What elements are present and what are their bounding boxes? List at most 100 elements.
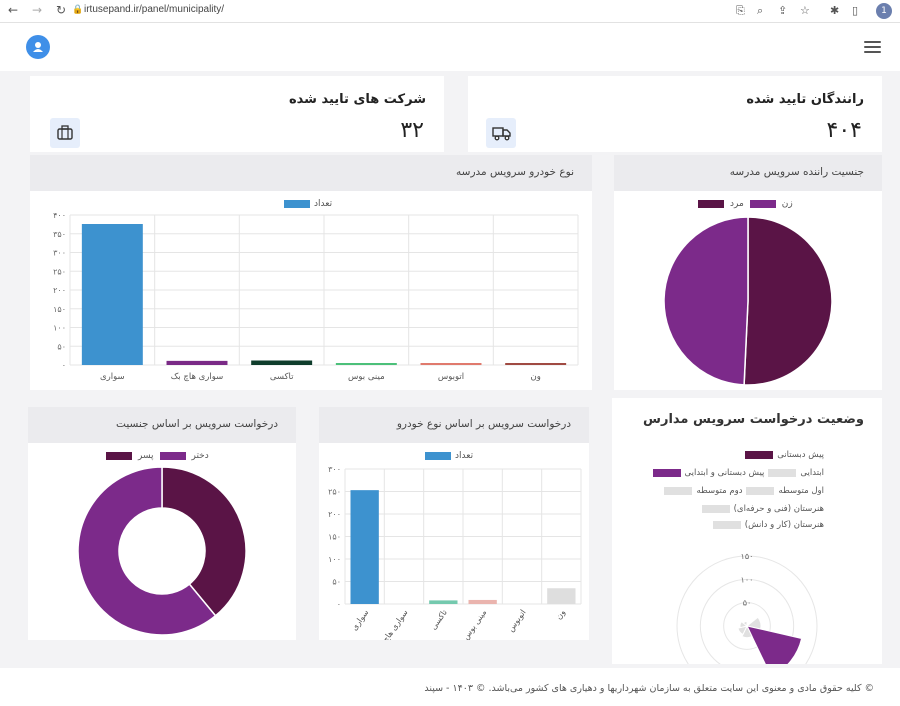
r-tick-label: ۵۰ [743, 599, 752, 608]
stat-card-companies: شرکت های تایید شده ۳۲ [30, 76, 444, 152]
bar [547, 588, 576, 604]
legend-label: هنرستان (فنی و حرفه‌ای) [733, 504, 824, 514]
driver-gender-pie-chart [663, 216, 833, 386]
bar [505, 363, 567, 365]
panel-header: جنسیت راننده سرویس مدرسه [614, 155, 882, 191]
panel-title: درخواست سرویس بر اساس نوع خودرو [396, 418, 571, 430]
legend-label: پیش دبستانی [777, 450, 824, 460]
reload-icon[interactable]: ↻ [56, 3, 67, 17]
legend-label: دوم متوسطه [696, 486, 743, 496]
legend-label: زن [781, 199, 793, 209]
y-tick-label: ۵۰ [57, 342, 66, 351]
panel-title: نوع خودرو سرویس مدرسه [456, 166, 574, 178]
legend-swatch [159, 452, 186, 460]
chart-legend: تعداد [284, 199, 332, 209]
legend-swatch [749, 200, 776, 208]
polar-slice [746, 625, 803, 664]
legend-label: پیش دبستانی و ابتدایی [684, 468, 765, 478]
forward-icon[interactable]: → [32, 3, 43, 17]
y-tick-label: ۲۰۰ [53, 286, 66, 295]
y-tick-label: ۲۰۰ [328, 510, 341, 519]
pie-slice [161, 466, 247, 617]
legend-swatch [746, 487, 775, 495]
stat-card-drivers: رانندگان تایید شده ۴۰۴ [468, 76, 882, 152]
legend-swatch [745, 451, 774, 459]
legend-swatch [652, 469, 681, 477]
y-tick-label: ۱۵۰ [53, 305, 66, 314]
bar [420, 363, 482, 365]
chart-legend: دختر پسر [106, 451, 209, 461]
y-tick-label: ۱۰۰ [328, 555, 341, 564]
address-bar[interactable]: irtusepand.ir/panel/municipality/ [84, 4, 225, 15]
zoom-icon[interactable]: ⌕ [757, 4, 764, 17]
driver-gender-panel: جنسیت راننده سرویس مدرسه زن مرد [614, 155, 882, 390]
x-tick-label: تاکسی [270, 372, 294, 382]
panel-title: جنسیت راننده سرویس مدرسه [729, 166, 864, 178]
polar-ring [676, 555, 818, 664]
panel-title: درخواست سرویس بر اساس جنسیت [116, 418, 278, 430]
bar [335, 363, 397, 365]
translate-icon[interactable]: ⎘ [736, 4, 745, 17]
chart-legend: تعداد [425, 451, 473, 461]
x-tick-label: اتوبوس [438, 372, 464, 382]
y-tick-label: ۳۵۰ [53, 230, 66, 239]
bar [429, 600, 458, 604]
vehicle-type-panel: نوع خودرو سرویس مدرسه تعداد ۰ ۵۰ ۱۰۰ ۱۵۰ ۲۰۰… [30, 155, 592, 390]
bar [468, 599, 497, 604]
bar [251, 360, 313, 365]
menu-icon[interactable] [864, 41, 881, 54]
bar [350, 490, 379, 604]
y-tick-label: ۲۵۰ [328, 488, 341, 497]
x-tick-label: مینی بوس [461, 608, 488, 640]
x-tick-label: سواری هاچ بک [374, 608, 410, 640]
stat-title: رانندگان تایید شده [746, 92, 864, 107]
y-tick-label: ۵۰ [332, 578, 341, 587]
polar-legend-row: هنرستان (کار و دانش) [712, 520, 824, 530]
legend-swatch [712, 521, 741, 529]
stat-value: ۳۲ [400, 118, 424, 143]
legend-swatch [106, 452, 132, 460]
bar [166, 360, 228, 365]
y-tick-label: ۰ [62, 361, 66, 370]
legend-swatch [698, 200, 724, 208]
x-tick-label: تاکسی [429, 608, 449, 631]
back-icon[interactable]: ← [8, 3, 19, 17]
vehicle-requests-bar-chart: ۰ ۵۰ ۱۰۰ ۱۵۰ ۲۰۰ ۲۵۰ ۳۰۰ سواری سواری هاچ بک تاکسی… [328, 465, 582, 640]
y-tick-label: ۱۰۰ [53, 324, 66, 333]
legend-label: مرد [730, 199, 744, 209]
bookmark-star-icon[interactable]: ☆ [800, 4, 810, 17]
briefcase-icon [50, 118, 80, 148]
side-panel-icon[interactable]: ▯ [852, 4, 859, 17]
vehicle-requests-panel: درخواست سرویس بر اساس نوع خودرو تعداد ۰ ۵… [319, 407, 589, 640]
profile-badge[interactable]: 1 [876, 3, 892, 19]
polar-slice [737, 625, 748, 636]
share-icon[interactable]: ⇪ [778, 4, 788, 17]
pie-slice [743, 216, 833, 386]
legend-label: تعداد [314, 199, 333, 209]
legend-swatch [425, 452, 451, 460]
y-tick-label: ۲۵۰ [53, 267, 66, 276]
school-status-panel: وضعیت درخواست سرویس مدارس پیش دبستانی ابت… [612, 398, 882, 664]
x-tick-label: سواری هاچ بک [171, 372, 224, 382]
polar-ring [699, 578, 795, 664]
browser-toolbar: ← → ↻ 🔒 irtusepand.ir/panel/municipality… [0, 0, 900, 23]
panel-header: نوع خودرو سرویس مدرسه [30, 155, 592, 191]
extensions-icon[interactable]: ✱ [830, 4, 840, 17]
y-tick-label: ۴۰۰ [53, 211, 66, 220]
x-tick-label: مینی بوس [348, 372, 385, 382]
polar-ring [723, 602, 771, 650]
legend-swatch [664, 487, 693, 495]
user-avatar[interactable] [26, 35, 50, 59]
legend-label: ابتدایی [800, 468, 824, 478]
page-footer: © کلیه حقوق مادی و معنوی این سایت متعلق … [0, 668, 900, 706]
legend-label: هنرستان (کار و دانش) [744, 520, 824, 530]
copyright-text: © کلیه حقوق مادی و معنوی این سایت متعلق … [424, 683, 874, 694]
legend-swatch [768, 469, 797, 477]
r-tick-label: ۱۵۰ [741, 552, 754, 561]
gender-requests-donut-chart [77, 466, 247, 636]
legend-label: اول متوسطه [778, 486, 824, 496]
y-tick-label: ۱۵۰ [328, 533, 341, 542]
legend-label: پسر [138, 451, 154, 461]
y-tick-label: ۳۰۰ [53, 249, 66, 258]
user-icon [33, 42, 43, 52]
